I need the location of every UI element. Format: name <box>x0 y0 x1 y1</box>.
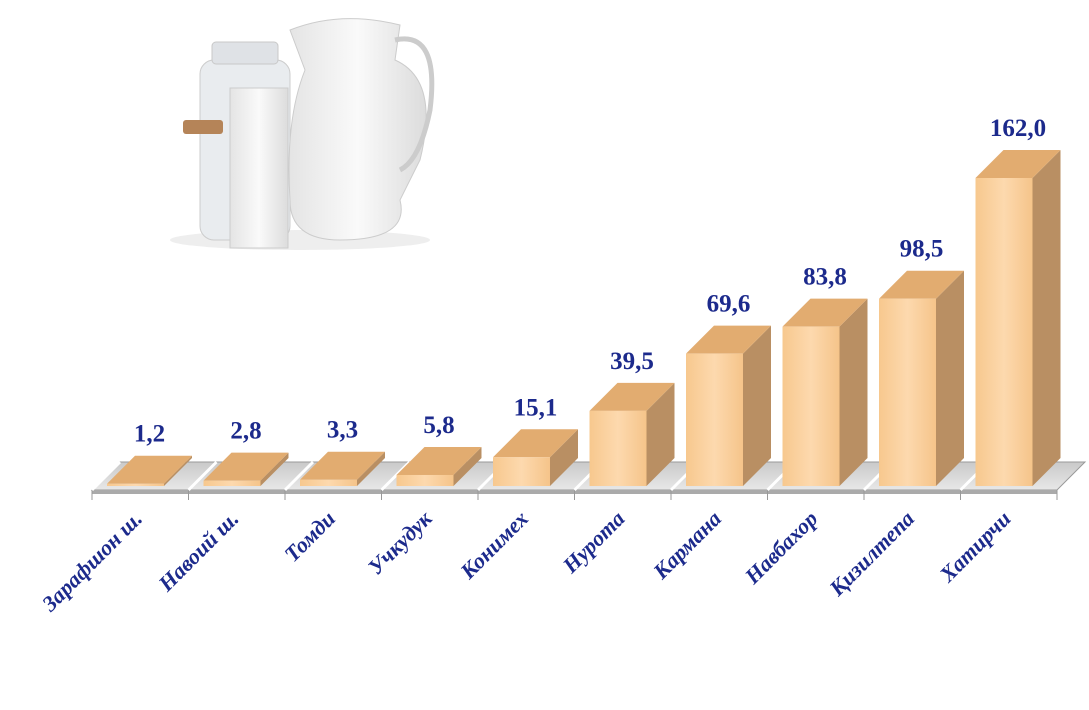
bar-side <box>743 325 771 486</box>
bar-top <box>589 382 675 411</box>
x-tick-label: Қизилтепа <box>824 506 920 602</box>
bar-front <box>782 326 840 486</box>
x-tick-label: Навбахор <box>739 506 823 590</box>
milk-illustration <box>170 18 435 250</box>
value-label: 3,3 <box>327 417 358 444</box>
value-label: 2,8 <box>230 418 261 445</box>
x-tick-label: Навоий ш. <box>153 506 244 597</box>
bar-top <box>975 150 1061 178</box>
value-label: 15,1 <box>514 394 558 421</box>
bar-side <box>1032 150 1061 486</box>
bar-side <box>260 452 289 486</box>
x-tick-label: Учкудук <box>363 505 437 579</box>
x-tick-label: Томди <box>279 506 340 567</box>
bar-front <box>879 298 936 486</box>
value-label: 69,6 <box>707 291 751 318</box>
bar-front <box>396 474 454 486</box>
x-tick-label: Кармана <box>647 506 726 585</box>
bar-top <box>493 429 578 458</box>
value-label: 5,8 <box>423 412 454 439</box>
bar-front <box>686 353 743 486</box>
bar-side <box>646 382 675 486</box>
bar-side <box>936 270 964 486</box>
bar-front <box>589 410 647 486</box>
bar-front <box>975 178 1033 486</box>
floor-line <box>187 460 218 492</box>
value-label: 162,0 <box>990 115 1046 142</box>
bar-side <box>839 298 868 486</box>
x-tick-label: Зарафшон ш. <box>36 506 147 617</box>
bar-top <box>396 446 482 475</box>
bar-top <box>203 452 289 481</box>
bar-side <box>550 429 578 486</box>
bar-front <box>203 480 261 486</box>
bar-top <box>107 455 192 484</box>
plot: 1,2 Зарафшон ш. 2,8 Навоий ш. 3,3 Томди 5,8 Учк… <box>36 115 1087 617</box>
x-tick-label: Нурота <box>557 506 630 579</box>
value-label: 1,2 <box>134 421 165 448</box>
bar-top <box>782 298 868 327</box>
bar-side <box>164 455 192 486</box>
bar-side <box>453 446 482 486</box>
bar-front <box>107 483 164 486</box>
floor-line <box>283 460 315 492</box>
bar-top <box>879 270 964 299</box>
value-label: 39,5 <box>610 348 654 375</box>
bar-top <box>686 325 771 354</box>
floor-line <box>90 460 122 492</box>
value-label: 98,5 <box>900 236 944 263</box>
x-tick-label: Хатирчи <box>934 506 1016 588</box>
bar-front <box>493 457 550 486</box>
bar-top <box>300 451 385 480</box>
bar-front <box>300 479 357 486</box>
x-tick-label: Конимех <box>454 506 533 585</box>
bar-side <box>357 451 385 486</box>
value-label: 83,8 <box>803 264 847 291</box>
